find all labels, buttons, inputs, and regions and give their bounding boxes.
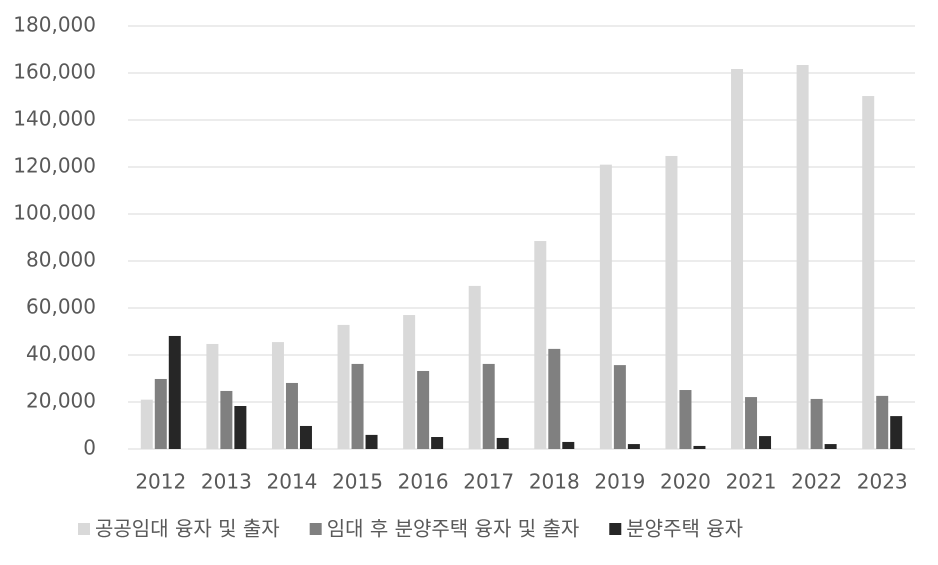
bar [665,155,678,449]
x-tick-label: 2017 [463,470,514,494]
y-tick-label: 180,000 [13,13,96,37]
x-tick-label: 2023 [857,470,908,494]
bar [496,437,509,449]
bar [548,348,561,449]
bar [431,437,444,449]
y-tick-label: 60,000 [26,295,96,319]
y-tick-label: 120,000 [13,154,96,178]
bar [759,436,772,449]
y-tick-label: 100,000 [13,201,96,225]
bar [745,397,758,449]
legend-label: 임대 후 분양주택 융자 및 출자 [327,517,580,541]
bar [810,398,823,449]
bar [337,324,350,449]
x-tick-label: 2018 [529,470,580,494]
x-tick-label: 2021 [726,470,777,494]
x-tick-label: 2019 [594,470,645,494]
y-tick-label: 20,000 [26,389,96,413]
bar [599,164,612,449]
bar [285,382,298,449]
legend-label: 공공임대 융자 및 출자 [95,517,280,541]
legend-label: 분양주택 융자 [626,517,743,541]
bar [613,365,626,449]
bar [417,370,430,449]
x-tick-label: 2022 [791,470,842,494]
x-tick-label: 2015 [332,470,383,494]
x-tick-label: 2020 [660,470,711,494]
legend-swatch [78,523,90,535]
x-tick-label: 2014 [267,470,318,494]
bar [890,416,903,449]
bar [365,434,378,449]
bar [482,363,495,449]
y-tick-label: 80,000 [26,248,96,272]
bar [351,363,364,449]
y-tick-label: 0 [83,436,96,460]
legend-swatch [309,523,322,535]
bar [796,65,809,449]
y-tick-label: 140,000 [13,107,96,131]
bar [154,378,167,449]
bar [220,390,233,449]
bar [168,335,181,449]
bar [679,390,692,449]
bar [271,342,284,449]
x-tick-label: 2012 [135,470,186,494]
bar [468,285,481,449]
bar [140,399,153,449]
bar [627,444,640,449]
bar [403,315,416,449]
legend-swatch [609,523,622,535]
bar [862,96,875,449]
bar [876,395,889,449]
bar [299,425,312,449]
bar [731,69,744,449]
bar [234,405,247,449]
y-tick-label: 40,000 [26,342,96,366]
bar [562,441,575,449]
x-tick-label: 2016 [398,470,449,494]
bar [824,444,837,449]
x-tick-label: 2013 [201,470,252,494]
bar [693,445,706,449]
bar [534,241,547,449]
y-tick-label: 160,000 [13,60,96,84]
bar [206,343,219,449]
